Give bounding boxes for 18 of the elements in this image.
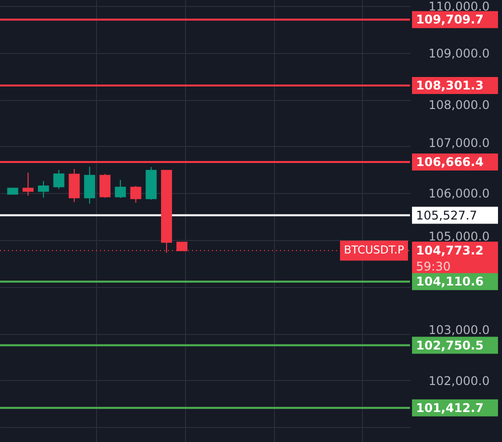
ref-line-label: 104,773.2: [416, 244, 484, 258]
ref-line-label: 101,412.7: [416, 400, 484, 415]
y-tick-label: 103,000.0: [428, 323, 490, 338]
ref-line-label: 102,750.5: [416, 338, 484, 352]
text: 59:30: [416, 260, 451, 274]
ref-line-label: 104,110.6: [416, 274, 484, 289]
annotation: BTCUSDT.P: [344, 244, 405, 257]
y-tick-label: 107,000.0: [428, 136, 490, 150]
y-tick-label: 110,000.0: [428, 0, 490, 14]
y-tick-label: 102,000.0: [428, 374, 490, 388]
ref-line-label: 105,527.7: [416, 208, 478, 222]
y-tick-label: 106,000.0: [428, 186, 490, 201]
y-tick-label: 105,000.0: [428, 230, 490, 244]
ref-line-label: 108,301.3: [416, 78, 484, 92]
ref-line-label: 106,666.4: [416, 155, 484, 170]
y-tick-label: 109,000.0: [428, 46, 490, 60]
ref-line-label: 109,709.7: [416, 12, 484, 27]
y-tick-label: 108,000.0: [428, 98, 490, 112]
